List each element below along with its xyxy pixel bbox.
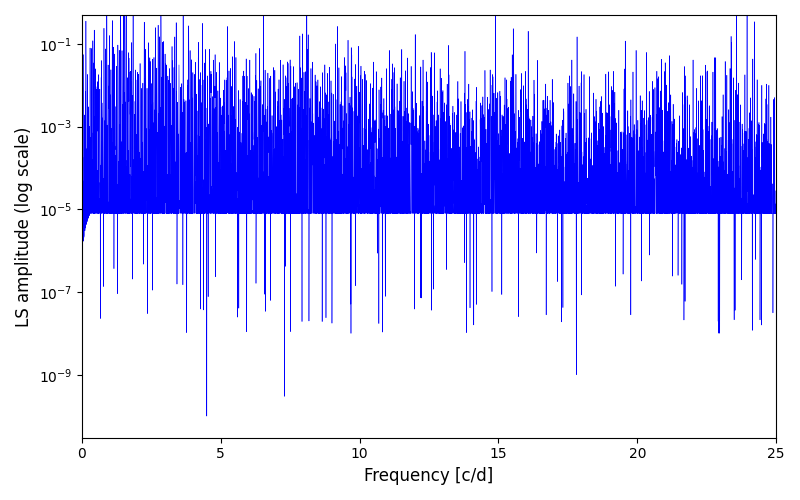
X-axis label: Frequency [c/d]: Frequency [c/d] bbox=[364, 467, 494, 485]
Y-axis label: LS amplitude (log scale): LS amplitude (log scale) bbox=[15, 126, 33, 326]
